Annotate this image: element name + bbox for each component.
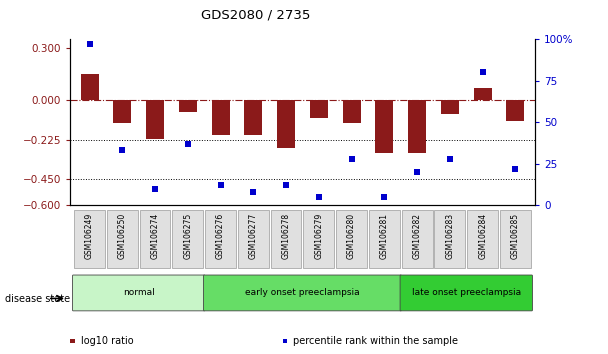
Bar xyxy=(342,100,361,123)
FancyBboxPatch shape xyxy=(336,210,367,268)
FancyBboxPatch shape xyxy=(107,210,138,268)
Point xyxy=(117,148,127,153)
Point xyxy=(347,156,356,161)
Bar xyxy=(310,100,328,118)
Bar xyxy=(81,74,98,100)
FancyBboxPatch shape xyxy=(74,210,105,268)
FancyBboxPatch shape xyxy=(238,210,269,268)
FancyBboxPatch shape xyxy=(205,210,236,268)
Bar xyxy=(113,100,131,123)
FancyBboxPatch shape xyxy=(303,210,334,268)
FancyBboxPatch shape xyxy=(173,210,203,268)
Text: GSM106278: GSM106278 xyxy=(282,213,291,259)
Point xyxy=(379,194,389,200)
Text: GDS2080 / 2735: GDS2080 / 2735 xyxy=(201,9,310,22)
Point xyxy=(511,166,520,172)
Text: log10 ratio: log10 ratio xyxy=(81,336,133,346)
Text: GSM106275: GSM106275 xyxy=(184,213,192,259)
Text: GSM106277: GSM106277 xyxy=(249,213,258,259)
FancyBboxPatch shape xyxy=(204,275,401,311)
Text: early onset preeclampsia: early onset preeclampsia xyxy=(245,289,360,297)
Bar xyxy=(244,100,263,135)
Text: GSM106280: GSM106280 xyxy=(347,213,356,259)
Text: GSM106284: GSM106284 xyxy=(478,213,487,259)
FancyBboxPatch shape xyxy=(402,210,432,268)
Point xyxy=(314,194,323,200)
Point xyxy=(282,183,291,188)
Point xyxy=(150,186,160,192)
FancyBboxPatch shape xyxy=(369,210,400,268)
Bar xyxy=(212,100,230,135)
Point xyxy=(249,189,258,195)
FancyBboxPatch shape xyxy=(271,210,302,268)
Text: percentile rank within the sample: percentile rank within the sample xyxy=(294,336,458,346)
Point xyxy=(85,41,94,47)
Text: GSM106283: GSM106283 xyxy=(446,213,454,259)
Text: GSM106282: GSM106282 xyxy=(413,213,421,259)
Point xyxy=(412,169,422,175)
FancyBboxPatch shape xyxy=(500,210,531,268)
FancyBboxPatch shape xyxy=(400,275,533,311)
Bar xyxy=(441,100,459,114)
Bar xyxy=(375,100,393,153)
FancyBboxPatch shape xyxy=(140,210,170,268)
Point xyxy=(478,69,488,75)
FancyBboxPatch shape xyxy=(467,210,498,268)
Bar xyxy=(179,100,197,113)
Bar xyxy=(474,88,492,100)
Text: GSM106281: GSM106281 xyxy=(380,213,389,259)
FancyBboxPatch shape xyxy=(72,275,205,311)
Bar xyxy=(506,100,524,121)
Point xyxy=(445,156,455,161)
Point xyxy=(216,183,226,188)
Point xyxy=(183,141,193,147)
Text: late onset preeclampsia: late onset preeclampsia xyxy=(412,289,521,297)
Text: GSM106250: GSM106250 xyxy=(118,213,127,259)
Text: GSM106285: GSM106285 xyxy=(511,213,520,259)
Bar xyxy=(277,100,295,148)
FancyBboxPatch shape xyxy=(435,210,465,268)
Text: GSM106249: GSM106249 xyxy=(85,213,94,259)
Bar xyxy=(146,100,164,139)
Text: GSM106274: GSM106274 xyxy=(151,213,159,259)
Bar xyxy=(408,100,426,153)
Text: normal: normal xyxy=(123,289,154,297)
Text: GSM106279: GSM106279 xyxy=(314,213,323,259)
Text: disease state: disease state xyxy=(5,294,70,304)
Text: GSM106276: GSM106276 xyxy=(216,213,225,259)
